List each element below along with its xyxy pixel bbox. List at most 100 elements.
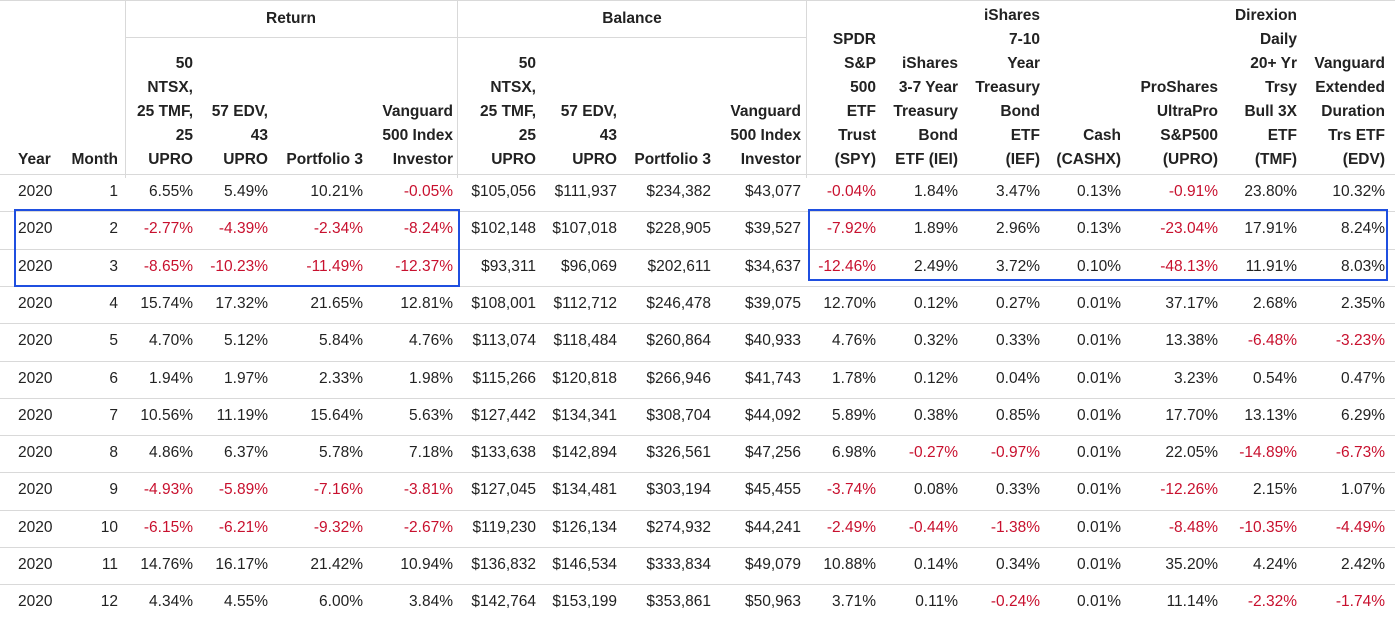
table-row: 2020 5 4.70% 5.12% 5.84% 4.76% $113,074 $118,48…: [0, 323, 1395, 361]
cell-b3: $228,905: [646, 220, 711, 238]
divider: [806, 0, 807, 178]
column-header-spy[interactable]: SPDR S&P 500 ETF Trust (SPY): [832, 31, 876, 168]
cell-edv: 8.24%: [1341, 220, 1385, 238]
cell-tmf: 17.91%: [1244, 220, 1297, 238]
cell-r2: 5.12%: [224, 332, 268, 350]
cell-iei: 1.89%: [914, 220, 958, 238]
column-header-r3[interactable]: Portfolio 3: [286, 151, 363, 168]
cell-spy: 5.89%: [832, 406, 876, 424]
column-header-upro[interactable]: ProShares UltraPro S&P500 (UPRO): [1140, 79, 1218, 168]
cell-r3: -9.32%: [313, 518, 363, 536]
cell-ief: 0.33%: [996, 332, 1040, 350]
table-row: 2020 11 14.76% 16.17% 21.42% 10.94% $136,832 $1…: [0, 547, 1395, 585]
cell-tmf: -6.48%: [1247, 332, 1297, 350]
cell-b3: $246,478: [646, 294, 711, 312]
table-row: 2020 2 -2.77% -4.39% -2.34% -8.24% $102,148 $10…: [0, 211, 1395, 249]
divider: [125, 0, 126, 178]
cell-edv: 0.47%: [1341, 369, 1385, 387]
cell-r4: 3.84%: [409, 593, 453, 611]
cell-spy: 12.70%: [823, 294, 876, 312]
cell-ief: 3.72%: [996, 257, 1040, 275]
cell-b2: $134,481: [552, 481, 617, 499]
column-header-year[interactable]: Year: [18, 151, 51, 168]
cell-r2: 11.19%: [216, 406, 268, 424]
cell-upro: 22.05%: [1165, 444, 1218, 462]
cell-month: 7: [109, 406, 118, 424]
cell-r2: -6.21%: [218, 518, 268, 536]
column-header-b3[interactable]: Portfolio 3: [634, 151, 711, 168]
cell-b1: $115,266: [472, 369, 537, 387]
cell-ief: -0.97%: [990, 444, 1040, 462]
cell-b2: $118,484: [553, 332, 618, 350]
cell-b2: $142,894: [552, 444, 617, 462]
cell-r3: 15.64%: [310, 406, 363, 424]
cell-tmf: 0.54%: [1253, 369, 1297, 387]
cell-cash: 0.01%: [1077, 369, 1121, 387]
cell-year: 2020: [18, 593, 53, 611]
cell-r3: 5.84%: [319, 332, 363, 350]
cell-month: 11: [101, 556, 118, 573]
cell-spy: 10.88%: [823, 556, 876, 573]
cell-ief: -0.24%: [990, 593, 1040, 611]
cell-upro: 35.20%: [1165, 556, 1218, 573]
cell-upro: 37.17%: [1165, 294, 1218, 312]
column-header-r2[interactable]: 57 EDV, 43 UPRO: [211, 103, 268, 168]
cell-upro: 17.70%: [1165, 406, 1218, 424]
cell-cash: 0.01%: [1077, 406, 1121, 424]
column-header-cash[interactable]: Cash (CASHX): [1056, 127, 1121, 168]
table-row: 2020 8 4.86% 6.37% 5.78% 7.18% $133,638 $142,89…: [0, 435, 1395, 473]
group-balance: Balance: [602, 10, 662, 27]
cell-b3: $234,382: [646, 183, 711, 200]
group-return: Return: [266, 10, 316, 27]
cell-month: 10: [100, 518, 118, 536]
cell-month: 12: [100, 593, 118, 611]
column-header-b1[interactable]: 50 NTSX, 25 TMF, 25 UPRO: [480, 55, 536, 168]
column-header-b4[interactable]: Vanguard 500 Index Investor: [730, 103, 801, 168]
cell-b4: $39,075: [744, 294, 801, 312]
cell-ief: 0.04%: [996, 369, 1040, 387]
cell-r4: -12.37%: [395, 257, 453, 275]
cell-ief: 0.85%: [996, 406, 1040, 424]
column-header-b2[interactable]: 57 EDV, 43 UPRO: [560, 103, 617, 168]
column-header-r1[interactable]: 50 NTSX, 25 TMF, 25 UPRO: [137, 55, 193, 168]
cell-r3: -7.16%: [313, 481, 363, 499]
cell-b2: $134,341: [552, 406, 617, 424]
cell-r2: -5.89%: [218, 481, 268, 499]
cell-tmf: 2.68%: [1253, 294, 1297, 312]
cell-edv: 2.42%: [1341, 556, 1385, 573]
cell-r1: -8.65%: [143, 257, 193, 275]
column-header-ief[interactable]: iShares 7-10 Year Treasury Bond ETF (IEF…: [975, 7, 1040, 168]
cell-r3: -2.34%: [313, 220, 363, 238]
cell-r1: 6.55%: [149, 183, 193, 200]
cell-b2: $126,134: [552, 518, 617, 536]
column-header-tmf[interactable]: Direxion Daily 20+ Yr Trsy Bull 3X ETF (…: [1234, 7, 1297, 168]
table-row: 2020 6 1.94% 1.97% 2.33% 1.98% $115,266 $120,81…: [0, 360, 1395, 399]
cell-iei: 0.14%: [914, 556, 958, 573]
cell-b4: $44,241: [744, 518, 801, 536]
table-row: 2020 12 4.34% 4.55% 6.00% 3.84% $142,764 $153,1…: [0, 584, 1395, 622]
column-header-month[interactable]: Month: [71, 151, 118, 168]
cell-b1: $119,230: [472, 518, 537, 536]
cell-cash: 0.01%: [1077, 444, 1121, 462]
column-header-edv[interactable]: Vanguard Extended Duration Trs ETF (EDV): [1314, 55, 1385, 168]
group-underline-balance: [458, 37, 806, 38]
cell-b4: $40,933: [744, 332, 801, 350]
cell-upro: 11.14%: [1166, 593, 1218, 611]
cell-iei: 2.49%: [914, 257, 958, 275]
column-header-iei[interactable]: iShares 3-7 Year Treasury Bond ETF (IEI): [893, 55, 958, 168]
cell-iei: -0.27%: [908, 444, 958, 462]
cell-b4: $44,092: [744, 406, 801, 424]
cell-year: 2020: [18, 294, 53, 312]
cell-r2: -4.39%: [218, 220, 268, 238]
cell-ief: 0.34%: [996, 556, 1040, 573]
cell-edv: -4.49%: [1335, 518, 1385, 536]
cell-b3: $260,864: [646, 332, 711, 350]
cell-edv: -6.73%: [1335, 444, 1385, 462]
cell-b4: $34,637: [744, 257, 801, 275]
cell-tmf: -2.32%: [1247, 593, 1297, 611]
cell-month: 6: [109, 369, 118, 387]
column-header-r4[interactable]: Vanguard 500 Index Investor: [382, 103, 453, 168]
highlight-box-assets: [808, 209, 1388, 281]
cell-r1: -2.77%: [143, 220, 193, 238]
cell-tmf: 13.13%: [1244, 406, 1297, 424]
